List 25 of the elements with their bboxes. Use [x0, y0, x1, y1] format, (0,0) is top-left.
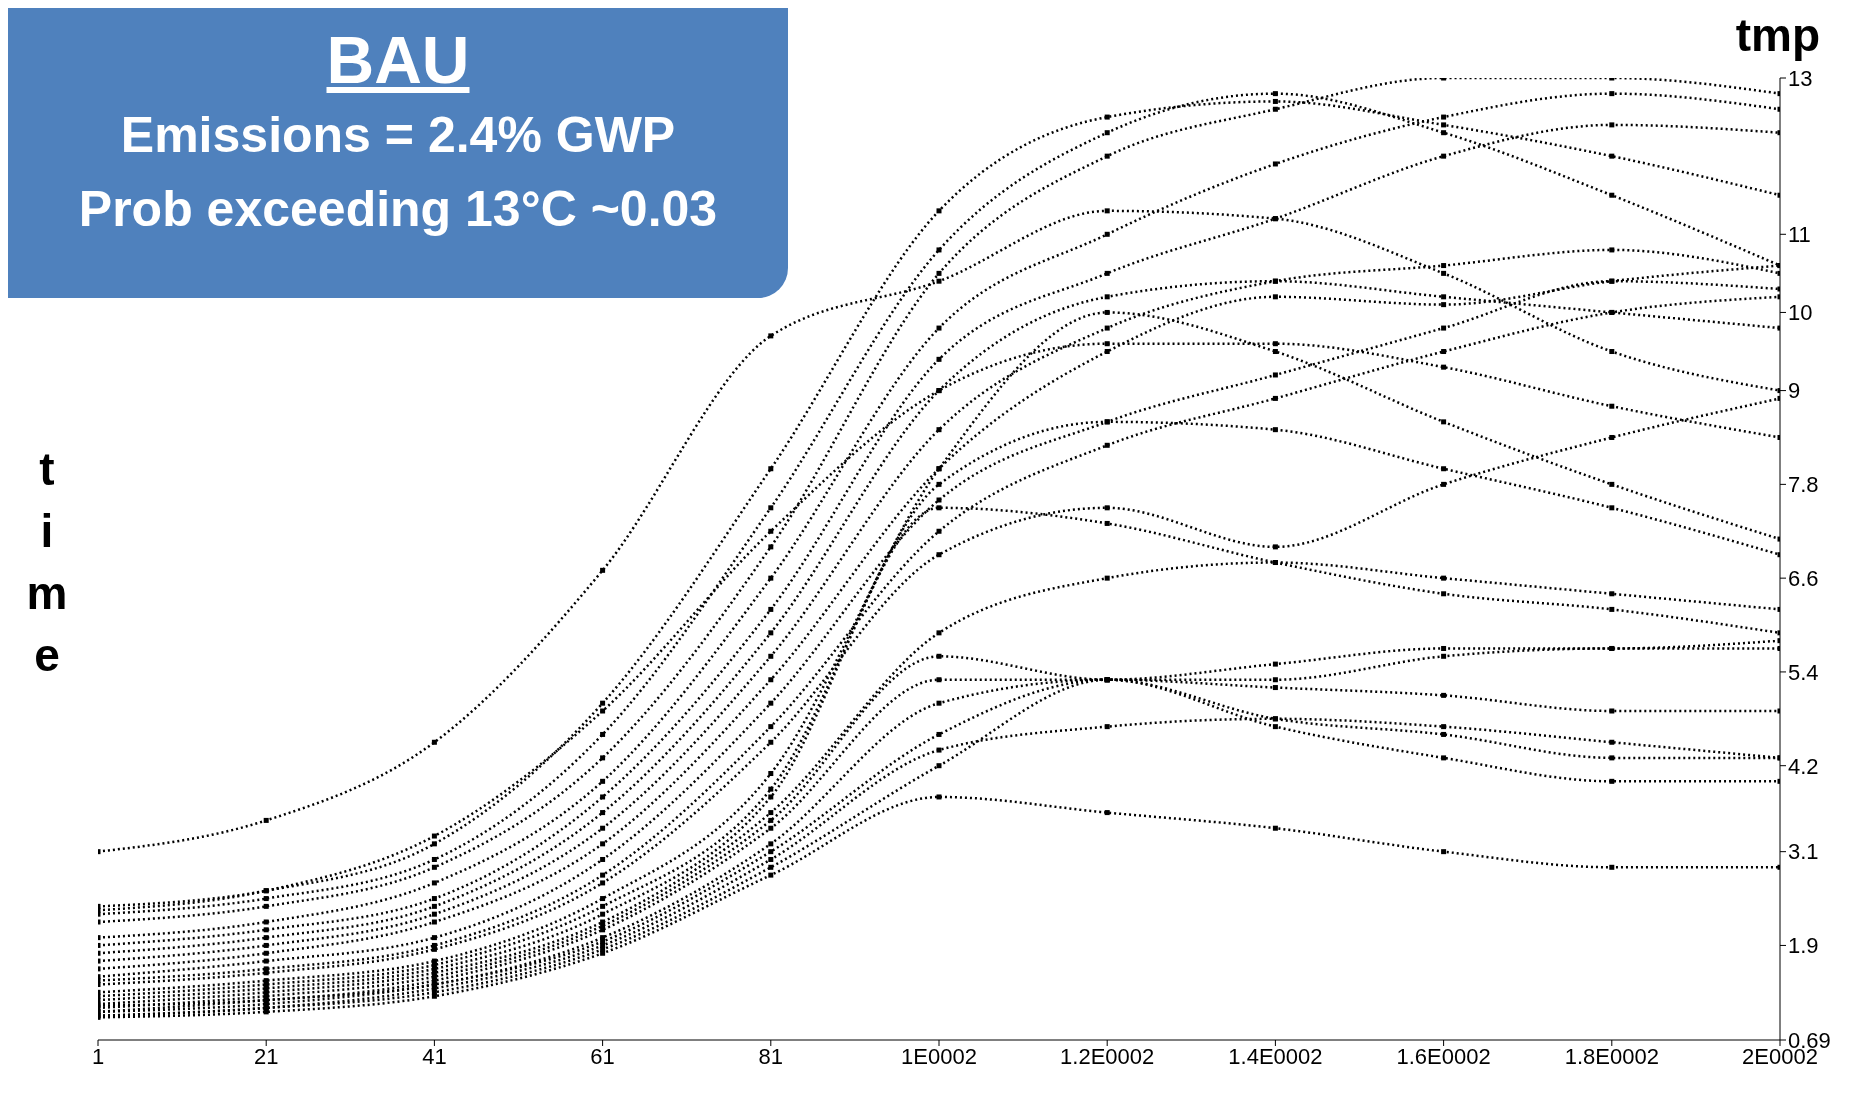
x-axis-title: time — [25, 442, 69, 683]
x-tick-label: 21 — [253, 1043, 279, 1069]
x-tick-label: 41 — [422, 1043, 447, 1069]
y-tick-label: 5.4 — [1788, 659, 1819, 685]
x-tick-label: 61 — [590, 1043, 615, 1069]
x-tick-label: 81 — [758, 1043, 784, 1069]
x-tick-label: 1.4E0002 — [1228, 1043, 1323, 1069]
y-tick-label: 10 — [1788, 300, 1813, 326]
y-tick-label: 7.8 — [1788, 472, 1819, 498]
y-tick-label: 6.6 — [1788, 565, 1819, 591]
y-tick-label: 9 — [1788, 378, 1801, 404]
x-tick-label: 1 — [91, 1043, 105, 1069]
x-tick-label: 1E0002 — [901, 1043, 977, 1069]
x-tick-label: 1.6E0002 — [1396, 1043, 1491, 1069]
chart-title: BAU — [325, 22, 471, 98]
y-tick-label: 3.1 — [1788, 839, 1819, 865]
y-axis-title: tmp — [1735, 8, 1820, 62]
annotation: Prob exceeding 13°C ~0.03 — [77, 180, 719, 239]
callout-box: BAU Emissions = 2.4% GWP Prob exceeding 13°C ~0.03 — [8, 8, 788, 298]
x-tick-label: 1.2E0002 — [1060, 1043, 1155, 1069]
y-tick-label: 13 — [1788, 65, 1813, 91]
x-tick-label: 1.8E0002 — [1564, 1043, 1659, 1069]
y-tick-label: 4.2 — [1788, 753, 1819, 779]
y-tick-label: 1.9 — [1788, 933, 1819, 959]
y-tick-label: 11 — [1788, 222, 1811, 248]
